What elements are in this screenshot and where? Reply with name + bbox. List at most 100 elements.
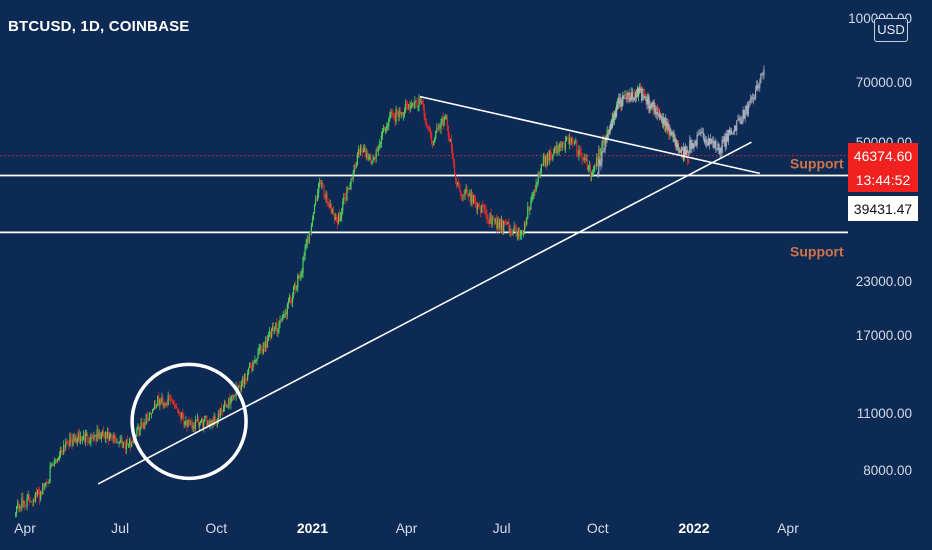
price-candle	[125, 440, 127, 450]
price-candle	[483, 205, 485, 209]
price-candle	[248, 367, 250, 374]
price-candle	[472, 195, 474, 203]
price-candle	[503, 220, 505, 232]
price-candle	[553, 149, 555, 155]
projection-candle	[704, 140, 707, 143]
price-candle	[396, 109, 398, 114]
price-candle	[506, 223, 508, 225]
price-candle	[567, 138, 570, 144]
price-candle	[356, 153, 358, 166]
price-candle	[474, 200, 477, 206]
price-candle	[24, 502, 26, 505]
projection-candle	[644, 96, 646, 99]
price-candle	[264, 341, 266, 348]
price-candle	[137, 425, 139, 431]
projection-candle	[712, 141, 714, 143]
projection-candle	[706, 143, 709, 146]
price-candle	[333, 214, 335, 220]
projection-candle	[705, 140, 708, 144]
price-candle	[142, 424, 144, 428]
price-candle	[41, 491, 43, 495]
price-tag-value: 39431.47	[854, 201, 913, 217]
price-candle	[507, 222, 509, 225]
currency-button[interactable]: USD	[874, 18, 908, 42]
price-candle	[461, 195, 463, 197]
price-candle	[369, 156, 371, 158]
price-candle	[91, 435, 93, 439]
projection-candle	[632, 98, 634, 101]
projection-candle	[725, 133, 727, 147]
price-candle	[279, 320, 281, 324]
price-candle	[172, 400, 175, 404]
price-candle	[384, 128, 387, 131]
price-candle	[331, 208, 333, 213]
price-candle	[22, 497, 24, 503]
price-candle	[459, 184, 461, 191]
price-candle	[426, 126, 429, 128]
price-candle	[181, 412, 183, 419]
price-candle	[53, 460, 55, 466]
price-candle	[400, 112, 402, 114]
price-candle	[479, 205, 481, 208]
price-candle	[390, 111, 392, 115]
projection-candle	[667, 122, 669, 128]
price-candle	[88, 442, 90, 444]
price-candle	[317, 193, 319, 201]
price-candle	[285, 311, 287, 315]
price-candle	[51, 464, 53, 466]
price-candle	[65, 441, 67, 448]
price-candle	[165, 403, 167, 405]
price-candle	[73, 433, 75, 441]
price-candle	[251, 366, 253, 372]
price-candle	[458, 182, 460, 185]
projection-candle	[691, 142, 693, 150]
projection-candle	[716, 149, 718, 150]
price-candle	[143, 422, 145, 428]
projection-candle	[658, 115, 661, 116]
price-candle	[174, 406, 177, 408]
projection-candle	[606, 137, 608, 139]
price-candle	[309, 232, 311, 234]
projection-candle	[613, 111, 616, 115]
price-candle	[266, 340, 269, 348]
price-candle	[521, 230, 524, 233]
price-candle	[360, 145, 363, 151]
price-candle	[179, 412, 181, 414]
price-candle	[379, 143, 381, 145]
price-candle	[411, 104, 413, 107]
projection-candle	[668, 127, 670, 130]
projection-candle	[666, 122, 668, 126]
price-candle	[515, 227, 517, 237]
price-candle	[219, 407, 222, 417]
price-candle	[432, 143, 434, 146]
price-candle	[29, 500, 31, 503]
price-candle	[293, 286, 295, 296]
price-candle	[17, 503, 19, 507]
y-tick-label: 8000.00	[863, 463, 912, 478]
price-candle	[657, 109, 659, 111]
projection-candle	[617, 104, 619, 105]
price-candle	[444, 117, 446, 120]
projection-candle	[718, 143, 720, 155]
price-candle	[44, 483, 46, 486]
x-tick-label: Oct	[587, 520, 609, 536]
price-candle	[526, 218, 528, 225]
price-candle	[146, 414, 148, 418]
price-candle	[194, 420, 196, 430]
projection-candle	[721, 139, 723, 153]
projection-candle	[669, 129, 671, 133]
price-candle	[177, 408, 179, 410]
ascending-trendline	[97, 141, 752, 485]
price-candle	[158, 395, 160, 406]
price-candle	[69, 434, 71, 447]
projection-candle	[675, 139, 677, 147]
price-candle	[455, 173, 457, 181]
price-candle	[414, 100, 416, 108]
price-candle	[558, 147, 560, 153]
price-candle	[25, 504, 27, 507]
projection-candle	[633, 97, 635, 101]
projection-candle	[602, 151, 604, 153]
price-candle	[190, 420, 192, 423]
